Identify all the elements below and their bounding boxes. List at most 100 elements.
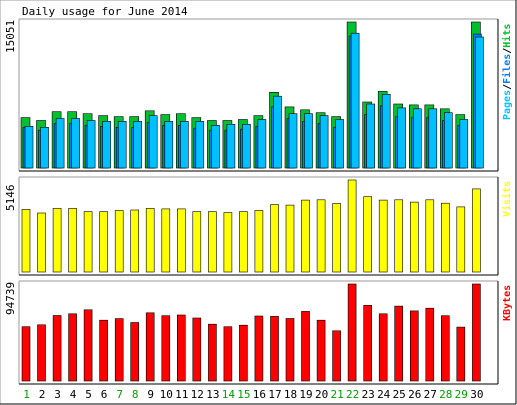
day-label-24: 24: [377, 388, 391, 401]
legend-entry: Pages: [502, 90, 513, 120]
chart-title: Daily usage for June 2014: [22, 5, 188, 18]
bar-visits-day-2: [37, 212, 46, 273]
bar-pages-day-12: [195, 121, 205, 169]
bar-pages-day-1: [24, 126, 34, 169]
bar-pages-day-22: [350, 32, 360, 169]
bar-pages-day-18: [288, 113, 298, 169]
bar-visits-day-16: [254, 210, 264, 273]
bar-visits-day-19: [301, 199, 310, 273]
bar-visits-day-17: [270, 204, 279, 273]
bar-pages-day-15: [242, 124, 251, 169]
bar-visits-day-27: [425, 199, 435, 273]
day-label-26: 26: [408, 388, 421, 401]
bar-kbytes-day-1: [21, 326, 31, 382]
bar-kbytes-day-4: [68, 313, 77, 382]
bar-kbytes-day-27: [425, 307, 435, 382]
bar-pages-day-14: [226, 124, 236, 169]
bar-visits-day-23: [363, 196, 373, 273]
day-label-6: 6: [101, 388, 108, 401]
bar-visits-day-20: [316, 199, 326, 273]
bar-pages-day-29: [459, 119, 469, 169]
bar-visits-day-3: [52, 208, 62, 273]
bar-visits-day-26: [409, 201, 419, 273]
bar-kbytes-day-16: [254, 315, 264, 382]
legend-entry: /: [502, 84, 513, 90]
bar-pages-day-16: [257, 119, 267, 169]
bar-kbytes-day-2: [37, 324, 46, 382]
bar-pages-day-5: [86, 120, 96, 169]
bar-visits-day-21: [332, 203, 341, 273]
day-label-28: 28: [439, 388, 452, 401]
bar-kbytes-day-15: [239, 324, 248, 382]
bar-visits-day-22: [347, 179, 357, 273]
bar-kbytes-day-26: [409, 310, 419, 382]
bar-visits-day-11: [177, 208, 186, 273]
legend-entry: Files: [501, 54, 513, 84]
day-label-14: 14: [222, 388, 236, 401]
day-label-17: 17: [268, 388, 281, 401]
panel-visits: 5146 Visits: [4, 176, 513, 276]
bar-visits-day-4: [68, 208, 77, 273]
bar-visits-day-29: [456, 206, 466, 273]
bar-kbytes-day-8: [130, 322, 139, 382]
day-label-12: 12: [191, 388, 204, 401]
y-max-label: 94739: [4, 282, 17, 315]
bar-kbytes-day-17: [270, 316, 279, 382]
bar-pages-day-13: [211, 125, 220, 169]
bar-pages-day-7: [117, 121, 127, 169]
bar-pages-day-24: [381, 94, 391, 169]
bar-pages-day-6: [102, 121, 111, 169]
day-label-21: 21: [330, 388, 343, 401]
bar-kbytes-day-12: [192, 317, 202, 382]
day-label-13: 13: [206, 388, 219, 401]
legend-kbytes: KBytes: [502, 285, 513, 321]
bar-visits-day-1: [21, 209, 31, 273]
day-label-18: 18: [284, 388, 297, 401]
bar-visits-day-30: [472, 188, 481, 273]
day-label-20: 20: [315, 388, 328, 401]
bar-kbytes-day-7: [114, 318, 124, 382]
day-label-1: 1: [23, 388, 30, 401]
bar-kbytes-day-24: [378, 313, 388, 382]
day-label-3: 3: [54, 388, 61, 401]
bar-pages-day-9: [148, 115, 158, 169]
bar-pages-day-19: [304, 113, 313, 169]
bar-pages-day-8: [133, 121, 142, 169]
bar-kbytes-day-21: [332, 330, 341, 382]
bar-pages-day-17: [273, 95, 282, 169]
bar-visits-day-28: [440, 202, 450, 273]
day-label-2: 2: [39, 388, 46, 401]
bar-pages-day-25: [397, 107, 407, 169]
bar-pages-day-30: [475, 36, 484, 169]
legend-entry: KBytes: [502, 285, 513, 321]
bar-pages-day-3: [55, 118, 65, 169]
bar-kbytes-day-14: [223, 326, 233, 382]
bar-pages-day-28: [443, 112, 453, 169]
panel-kbytes: 94739 KBytes: [4, 280, 513, 385]
day-label-19: 19: [299, 388, 312, 401]
bar-kbytes-day-22: [347, 283, 357, 382]
bar-pages-day-2: [40, 127, 49, 169]
bar-kbytes-day-18: [285, 318, 295, 382]
day-label-27: 27: [424, 388, 437, 401]
bar-kbytes-day-30: [472, 283, 481, 382]
bar-kbytes-day-20: [316, 319, 326, 382]
bar-pages-day-20: [319, 115, 329, 169]
bar-visits-day-6: [99, 211, 108, 273]
legend-entry: Visits: [501, 181, 513, 217]
bar-kbytes-day-10: [161, 315, 171, 382]
y-max-label: 15051: [4, 20, 17, 53]
bar-pages-day-21: [335, 119, 344, 169]
day-label-23: 23: [362, 388, 375, 401]
bar-visits-day-24: [378, 199, 388, 273]
day-label-7: 7: [116, 388, 123, 401]
legend-entry: /: [502, 48, 513, 54]
bar-kbytes-day-6: [99, 319, 108, 382]
bar-visits-day-7: [114, 210, 124, 273]
day-label-10: 10: [160, 388, 173, 401]
legend-entry: Hits: [501, 24, 513, 48]
day-label-30: 30: [470, 388, 483, 401]
legend-hits: Pages/Files/Hits: [501, 24, 513, 120]
bar-visits-day-9: [145, 208, 155, 273]
